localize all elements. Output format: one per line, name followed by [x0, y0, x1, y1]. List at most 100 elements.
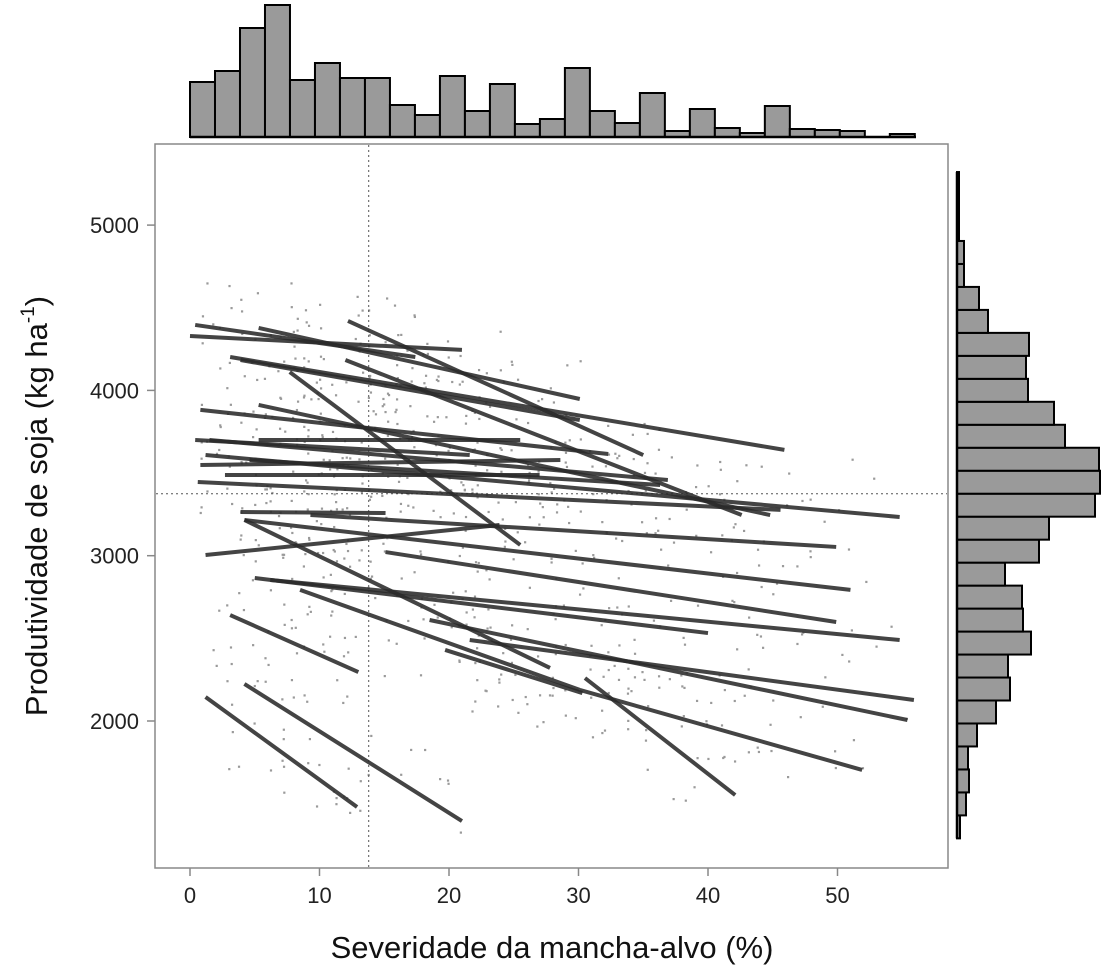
data-point: [618, 644, 621, 647]
data-point: [333, 525, 336, 529]
data-point: [591, 465, 594, 468]
data-point: [450, 489, 453, 492]
data-point: [320, 507, 324, 510]
data-point: [526, 628, 529, 631]
data-point: [537, 399, 540, 403]
data-point: [772, 593, 775, 596]
data-point: [672, 797, 675, 801]
data-point: [315, 805, 319, 808]
data-point: [315, 381, 318, 384]
regression-line: [310, 513, 837, 549]
data-point: [488, 578, 491, 581]
data-point: [383, 403, 386, 406]
data-point: [362, 371, 365, 374]
data-point: [307, 452, 310, 455]
data-point: [511, 624, 514, 627]
data-point: [347, 651, 350, 654]
data-point: [370, 495, 373, 498]
data-point: [684, 799, 687, 802]
data-point: [633, 676, 637, 679]
data-point: [542, 516, 545, 519]
data-point: [667, 564, 670, 567]
data-point: [437, 379, 440, 383]
data-point: [361, 309, 364, 312]
data-point: [723, 688, 726, 692]
data-point: [436, 416, 439, 419]
data-point: [218, 609, 221, 612]
data-point: [464, 515, 468, 519]
data-point: [705, 720, 708, 723]
data-point: [395, 398, 399, 401]
data-point: [345, 456, 348, 459]
data-point: [631, 433, 634, 436]
data-point: [850, 629, 853, 632]
data-point: [685, 508, 688, 511]
data-point: [709, 551, 713, 554]
data-point: [317, 397, 320, 401]
y-tick-label: 5000: [90, 213, 139, 238]
x-hist-bar: [263, 4, 291, 138]
data-point: [801, 499, 804, 503]
data-point: [769, 723, 772, 726]
x-hist-bar: [189, 81, 216, 138]
data-point: [566, 364, 569, 367]
data-point: [303, 357, 306, 360]
data-point: [618, 454, 621, 457]
data-point: [269, 487, 272, 490]
data-point: [567, 505, 570, 508]
y-hist-bar: [956, 584, 1023, 610]
data-point: [357, 314, 360, 317]
y-axis-ticks: 2000 3000 4000 5000: [90, 213, 155, 734]
data-point: [645, 729, 648, 732]
data-point: [322, 551, 325, 555]
data-point: [290, 679, 294, 682]
data-point: [282, 728, 285, 731]
data-point: [281, 698, 284, 701]
data-point: [329, 573, 332, 576]
regression-line: [347, 319, 645, 457]
data-point: [501, 518, 504, 521]
data-point: [644, 739, 648, 742]
plot-frame: [154, 143, 949, 869]
data-point: [654, 532, 657, 535]
x-hist-bar: [513, 123, 541, 138]
data-point: [226, 487, 229, 490]
data-point: [589, 668, 592, 671]
data-point: [579, 510, 582, 513]
data-point: [396, 463, 399, 466]
data-point: [510, 360, 513, 363]
data-point: [553, 487, 556, 490]
regression-line: [240, 510, 386, 516]
data-point: [607, 691, 610, 695]
data-point: [541, 398, 544, 401]
data-point: [228, 465, 231, 468]
data-point: [549, 387, 552, 390]
data-point: [292, 330, 295, 333]
data-point: [509, 638, 513, 641]
regression-line: [429, 618, 908, 722]
x-hist-bar: [238, 27, 266, 138]
data-point: [226, 680, 229, 683]
data-point: [359, 780, 362, 783]
data-point: [504, 527, 507, 531]
data-point: [564, 451, 568, 454]
data-point: [412, 506, 415, 509]
data-point: [834, 750, 837, 753]
data-point: [526, 703, 529, 706]
data-point: [707, 485, 710, 488]
y-hist-bar: [956, 722, 978, 748]
y-hist-bar: [956, 538, 1040, 564]
data-point: [419, 553, 423, 556]
y-hist-bar: [956, 607, 1024, 633]
data-point: [315, 520, 318, 523]
data-point: [370, 575, 374, 578]
data-point: [282, 553, 286, 556]
data-point: [252, 410, 255, 413]
data-point: [230, 662, 233, 666]
y-hist-bar: [956, 630, 1032, 656]
data-point: [736, 480, 739, 483]
data-point: [474, 464, 477, 467]
data-point: [254, 539, 257, 542]
data-point: [283, 791, 286, 794]
data-point: [541, 506, 544, 509]
